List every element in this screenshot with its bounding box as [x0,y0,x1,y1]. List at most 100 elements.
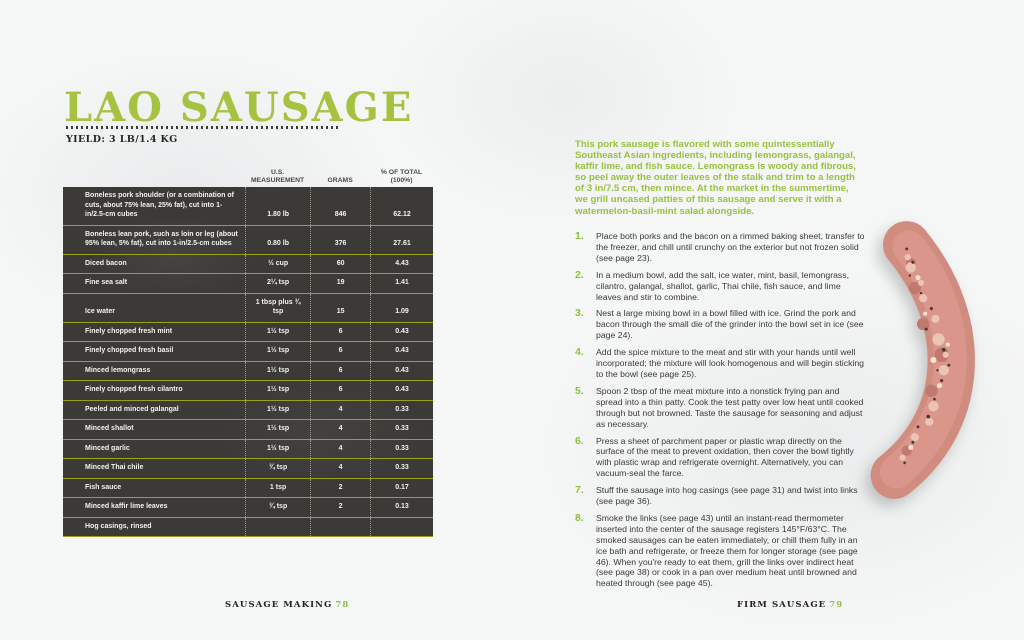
ingredient-cell: Minced kaffir lime leaves [85,503,168,510]
step-text: Place both porks and the bacon on a rimm… [596,231,865,263]
sausage-herb-specks [903,247,951,465]
table-row: Diced bacon ½ cup 60 4.43 [63,254,433,274]
ingredient-cell: Boneless lean pork, such as loin or leg … [85,230,238,248]
right-page-number: 79 [829,600,844,610]
step-text: In a medium bowl, add the salt, ice wate… [596,269,850,302]
us-measurement-cell [245,517,310,536]
us-measurement-cell: 1 tsp [245,478,310,497]
ingredient-cell: Fine sea salt [85,279,128,286]
recipe-step: 2. In a medium bowl, add the salt, ice wa… [575,268,865,303]
ingredient-cell: Finely chopped fresh basil [85,347,174,354]
percent-total-header: % OF TOTAL (100%) [380,168,423,184]
us-measurement-cell: ¾ tsp [245,498,310,517]
percent-cell: 0.13 [370,498,433,517]
step-text: Nest a large mixing bowl in a bowl fille… [596,308,864,341]
table-row: Finely chopped fresh cilantro 1½ tsp 6 0.43 [63,381,433,401]
right-footer-label: FIRM SAUSAGE [737,600,827,610]
grams-cell: 6 [310,342,370,361]
step-number: 5. [575,384,584,397]
table-row: Ice water 1 tbsp plus ¾ tsp 15 1.09 [63,293,433,323]
left-footer-label: SAUSAGE MAKING [225,600,333,610]
ingredient-cell: Diced bacon [85,259,127,267]
us-measurement-cell: 1½ tsp [245,439,310,458]
percent-cell: 0.17 [370,478,433,497]
us-measurement-cell: 1½ tsp [245,361,310,380]
us-measurement-cell: 1½ tsp [245,322,310,341]
grams-cell: 4 [310,439,370,458]
percent-cell [370,517,433,536]
table-row: Minced lemongrass 1½ tsp 6 0.43 [63,361,433,381]
step-number: 3. [575,307,584,320]
table-row: Minced Thai chile ¾ tsp 4 0.33 [63,459,433,479]
us-measurement-cell: 2¼ tsp [245,274,310,293]
grams-cell: 6 [310,361,370,380]
grams-cell: 19 [310,274,370,293]
left-page-number: 78 [335,600,350,610]
table-row: Boneless pork shoulder (or a combination… [63,187,433,226]
us-measurement-cell: 1.80 lb [245,187,310,225]
recipe-step: 7. Stuff the sausage into hog casings (se… [575,485,865,507]
step-number: 2. [575,268,584,281]
grams-header: GRAMS [327,176,353,184]
dotted-rule [66,126,338,129]
percent-cell: 27.61 [370,225,433,254]
table-row: Minced garlic 1½ tsp 4 0.33 [63,439,433,459]
us-measurement-cell: ¾ tsp [245,459,310,478]
table-row: Hog casings, rinsed [63,517,433,537]
step-number: 1. [575,230,584,242]
grams-cell: 15 [310,293,370,322]
ingredient-cell: Minced Thai chile [85,464,144,471]
us-measurement-cell: 0.80 lb [245,225,310,254]
recipe-step: 3. Nest a large mixing bowl in a bowl fil… [575,308,865,341]
table-row: Finely chopped fresh basil 1½ tsp 6 0.43 [63,342,433,362]
percent-cell: 0.43 [370,342,433,361]
us-measurement-cell: 1 tbsp plus ¾ tsp [245,293,310,322]
percent-cell: 4.43 [370,254,433,273]
table-column-headers: U.S. MEASUREMENT GRAMS % OF TOTAL (100%) [63,160,433,185]
us-measurement-cell: 1½ tsp [245,400,310,419]
table-row: Minced shallot 1½ tsp 4 0.33 [63,420,433,440]
grams-cell: 4 [310,459,370,478]
table-row: Peeled and minced galangal 1½ tsp 4 0.33 [63,400,433,420]
percent-cell: 62.12 [370,187,433,225]
us-measurement-header: U.S. MEASUREMENT [250,168,305,184]
us-measurement-cell: 1½ tsp [245,420,310,439]
percent-cell: 0.33 [370,420,433,439]
grams-cell: 6 [310,381,370,400]
table-row: Fish sauce 1 tsp 2 0.17 [63,478,433,498]
recipe-step: 6. Press a sheet of parchment paper or pl… [575,434,865,480]
percent-cell: 0.43 [370,381,433,400]
recipe-intro: This pork sausage is flavored with some … [575,139,856,217]
ingredient-cell: Minced garlic [85,444,130,452]
step-number: 4. [575,346,584,359]
table-row: Minced kaffir lime leaves ¾ tsp 2 0.13 [63,498,433,518]
percent-cell: 0.33 [370,439,433,458]
ingredient-cell: Finely chopped fresh mint [85,327,173,335]
table-row: Finely chopped fresh mint 1½ tsp 6 0.43 [63,322,433,342]
recipe-steps: 1. Place both porks and the bacon on a ri… [575,231,865,595]
recipe-step: 8. Smoke the links (see page 43) until an… [575,511,865,589]
step-number: 7. [575,484,584,497]
recipe-step: 4. Add the spice mixture to the meat and … [575,347,865,380]
ingredient-cell: Ice water [85,308,115,315]
grams-cell: 4 [310,400,370,419]
ingredient-cell: Hog casings, rinsed [85,522,152,530]
ingredient-cell: Fish sauce [85,483,122,491]
left-page-footer: SAUSAGE MAKING 78 [225,600,349,610]
grams-cell: 6 [310,322,370,341]
ingredient-cell: Minced lemongrass [85,366,151,374]
percent-cell: 0.43 [370,322,433,341]
grams-cell: 2 [310,498,370,517]
ingredient-cell: Boneless pork shoulder (or a combination… [85,192,234,218]
recipe-step: 1. Place both porks and the bacon on a ri… [575,231,865,264]
grams-cell: 60 [310,254,370,273]
grams-cell: 846 [310,187,370,225]
step-number: 8. [575,511,584,524]
right-page-footer: FIRM SAUSAGE 79 [737,600,843,610]
step-text: Press a sheet of parchment paper or plas… [596,435,854,479]
sausage-marbling [901,258,949,456]
percent-cell: 0.43 [370,361,433,380]
table-row: Fine sea salt 2¼ tsp 19 1.41 [63,274,433,294]
step-number: 6. [575,434,584,447]
grams-cell: 376 [310,225,370,254]
